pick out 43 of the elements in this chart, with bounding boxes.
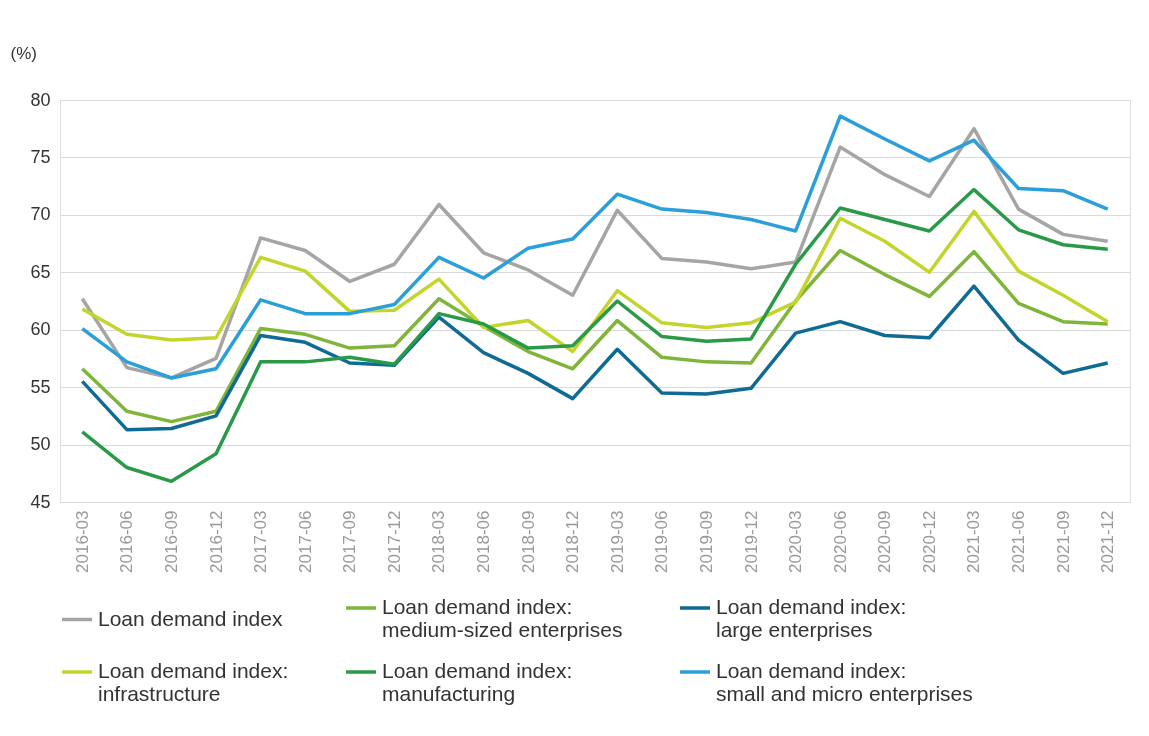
y-tick-label: 55	[30, 376, 51, 397]
x-tick-label: 2018-12	[563, 510, 583, 573]
x-tick-label: 2019-03	[607, 510, 627, 573]
x-tick-label: 2018-09	[518, 510, 538, 573]
x-tick-label: 2020-09	[875, 510, 895, 573]
y-tick-label: 65	[30, 261, 51, 282]
x-tick-label: 2020-06	[830, 510, 850, 573]
legend-label: Loan demand index: infrastructure	[98, 659, 289, 705]
x-tick-label: 2019-09	[696, 510, 716, 573]
line-series	[80, 284, 1110, 432]
x-tick-label: 2020-12	[919, 510, 939, 573]
x-tick-label: 2018-06	[474, 510, 494, 573]
x-tick-label: 2017-12	[384, 510, 404, 573]
x-tick-label: 2019-12	[741, 510, 761, 573]
y-axis-title: (%)	[10, 43, 37, 63]
y-tick-label: 50	[30, 434, 51, 455]
x-tick-label: 2017-03	[251, 510, 271, 573]
y-tick-label: 80	[30, 89, 51, 110]
x-tick-label: 2016-06	[117, 510, 137, 573]
y-tick-label: 60	[30, 319, 51, 340]
y-tick-label: 45	[30, 491, 51, 512]
x-tick-label: 2020-03	[786, 510, 806, 573]
legend-label: Loan demand index: medium-sized enterprises	[382, 595, 623, 641]
x-tick-label: 2021-06	[1009, 510, 1029, 573]
x-tick-label: 2019-06	[652, 510, 672, 573]
x-tick-label: 2016-03	[72, 510, 92, 573]
x-tick-label: 2017-06	[295, 510, 315, 573]
x-tick-label: 2016-12	[206, 510, 226, 573]
x-tick-label: 2016-09	[161, 510, 181, 573]
y-tick-label: 75	[30, 146, 51, 167]
x-tick-label: 2021-03	[964, 510, 984, 573]
x-tick-label: 2021-12	[1098, 510, 1118, 573]
legend-label: Loan demand index: manufacturing	[382, 659, 573, 705]
x-tick-label: 2018-03	[429, 510, 449, 573]
line-series	[80, 187, 1110, 484]
legend-label: Loan demand index: large enterprises	[716, 595, 907, 641]
x-tick-label: 2021-09	[1053, 510, 1073, 573]
legend-label: Loan demand index	[98, 606, 283, 630]
line-series	[80, 248, 1110, 424]
x-tick-label: 2017-09	[340, 510, 360, 573]
line-series	[80, 209, 1110, 354]
legend-label: Loan demand index: small and micro enterprises	[716, 659, 973, 705]
y-tick-label: 70	[30, 204, 51, 225]
